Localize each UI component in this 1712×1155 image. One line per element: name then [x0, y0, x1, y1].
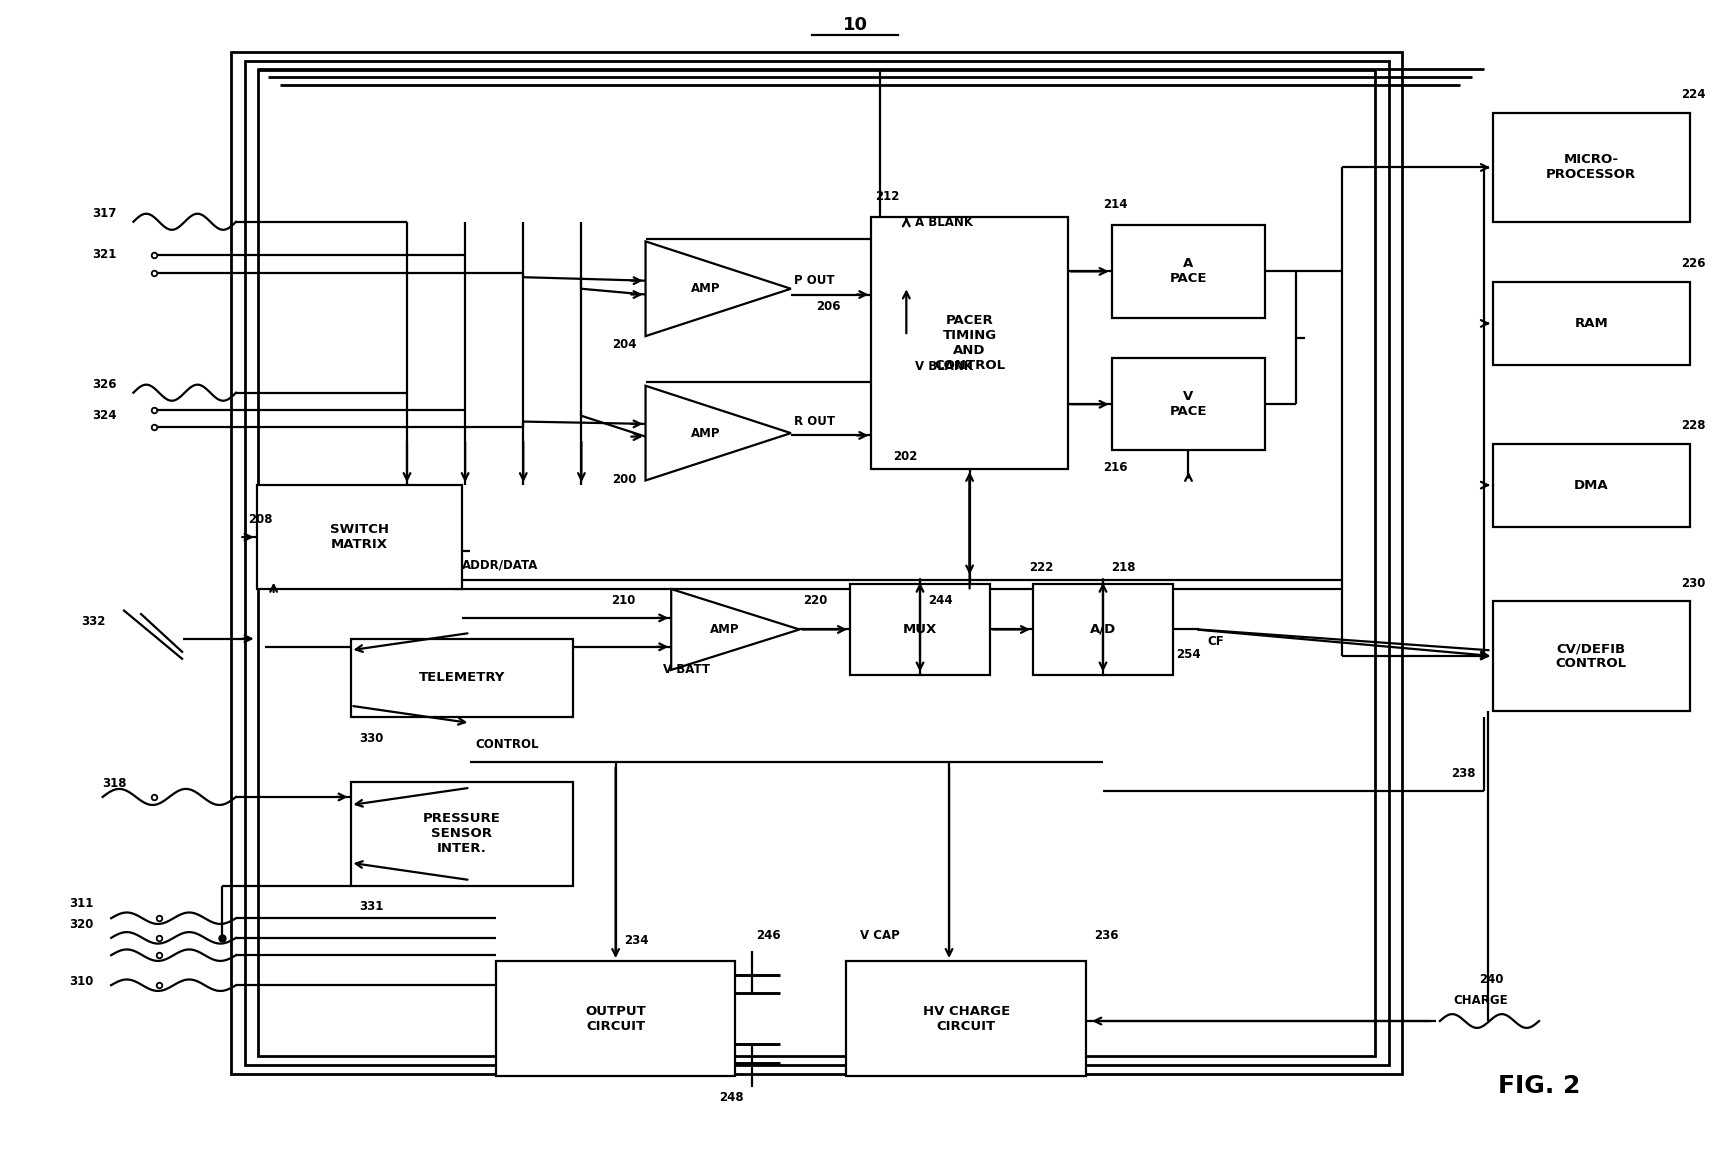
Text: P OUT: P OUT — [794, 274, 835, 288]
Text: TELEMETRY: TELEMETRY — [418, 671, 505, 685]
Text: OUTPUT
CIRCUIT: OUTPUT CIRCUIT — [586, 1005, 645, 1033]
Bar — [257, 485, 462, 589]
Text: PACER
TIMING
AND
CONTROL: PACER TIMING AND CONTROL — [935, 314, 1005, 372]
Text: DMA: DMA — [1573, 478, 1609, 492]
Text: 208: 208 — [248, 513, 272, 527]
Text: 212: 212 — [875, 189, 899, 203]
Text: 320: 320 — [70, 917, 94, 931]
Text: 210: 210 — [611, 594, 635, 608]
Text: 228: 228 — [1681, 418, 1705, 432]
Text: 244: 244 — [928, 594, 954, 608]
Text: 318: 318 — [103, 776, 127, 790]
Text: 310: 310 — [70, 975, 94, 989]
Bar — [1493, 444, 1690, 527]
Bar — [871, 217, 1068, 469]
Text: 222: 222 — [1029, 560, 1055, 574]
Text: 206: 206 — [817, 299, 841, 313]
Text: PRESSURE
SENSOR
INTER.: PRESSURE SENSOR INTER. — [423, 812, 500, 856]
Text: 10: 10 — [842, 16, 868, 35]
Bar — [259, 70, 1375, 1056]
Text: V
PACE: V PACE — [1169, 390, 1207, 418]
Text: CONTROL: CONTROL — [476, 738, 539, 752]
Text: 240: 240 — [1479, 973, 1503, 986]
Text: 216: 216 — [1103, 461, 1128, 475]
Bar — [846, 961, 1085, 1076]
Text: V CAP: V CAP — [859, 929, 901, 942]
Text: HV CHARGE
CIRCUIT: HV CHARGE CIRCUIT — [923, 1005, 1010, 1033]
Bar — [1493, 601, 1690, 710]
Text: 204: 204 — [613, 337, 637, 351]
Text: 332: 332 — [82, 614, 106, 628]
Text: 200: 200 — [613, 472, 637, 486]
Text: 254: 254 — [1176, 648, 1202, 662]
Text: 202: 202 — [894, 449, 918, 463]
Bar — [1493, 112, 1690, 222]
Text: 326: 326 — [92, 378, 116, 392]
Polygon shape — [645, 386, 791, 480]
Polygon shape — [671, 589, 800, 670]
Text: 324: 324 — [92, 409, 116, 423]
Bar — [351, 639, 574, 717]
Text: 317: 317 — [92, 207, 116, 221]
Text: 234: 234 — [625, 933, 649, 947]
Text: V BATT: V BATT — [663, 663, 710, 677]
Bar — [245, 61, 1388, 1065]
Text: 214: 214 — [1103, 198, 1128, 211]
Text: CF: CF — [1207, 634, 1224, 648]
Text: 238: 238 — [1452, 767, 1476, 781]
Polygon shape — [645, 241, 791, 336]
Bar — [1111, 358, 1265, 450]
Text: ADDR/DATA: ADDR/DATA — [462, 558, 538, 572]
Text: 331: 331 — [360, 900, 383, 914]
Text: 330: 330 — [360, 731, 383, 745]
Text: AMP: AMP — [692, 426, 721, 440]
Text: 224: 224 — [1681, 88, 1705, 102]
Bar — [1111, 225, 1265, 318]
Text: CHARGE: CHARGE — [1453, 993, 1508, 1007]
Text: A
PACE: A PACE — [1169, 258, 1207, 285]
Bar — [1032, 584, 1173, 675]
Bar — [351, 782, 574, 886]
Bar — [1493, 282, 1690, 365]
Text: SWITCH
MATRIX: SWITCH MATRIX — [330, 523, 389, 551]
Text: A/D: A/D — [1091, 623, 1116, 636]
Text: 321: 321 — [92, 247, 116, 261]
Text: A BLANK: A BLANK — [914, 216, 972, 230]
Text: 248: 248 — [719, 1090, 745, 1104]
Text: R OUT: R OUT — [794, 415, 835, 429]
Text: 226: 226 — [1681, 256, 1705, 270]
Text: V BLANK: V BLANK — [914, 359, 972, 373]
Bar — [231, 52, 1402, 1074]
Text: CV/DEFIB
CONTROL: CV/DEFIB CONTROL — [1556, 642, 1626, 670]
Text: 218: 218 — [1111, 560, 1137, 574]
Text: 311: 311 — [70, 896, 94, 910]
Text: FIG. 2: FIG. 2 — [1498, 1074, 1580, 1097]
Text: 230: 230 — [1681, 576, 1705, 590]
Text: AMP: AMP — [692, 282, 721, 296]
Bar — [496, 961, 736, 1076]
Text: 220: 220 — [803, 594, 827, 608]
Text: AMP: AMP — [710, 623, 740, 636]
Text: 236: 236 — [1094, 929, 1120, 942]
Text: 246: 246 — [755, 929, 781, 942]
Text: MUX: MUX — [902, 623, 936, 636]
Bar — [849, 584, 990, 675]
Text: MICRO-
PROCESSOR: MICRO- PROCESSOR — [1546, 154, 1637, 181]
Text: RAM: RAM — [1575, 316, 1608, 330]
